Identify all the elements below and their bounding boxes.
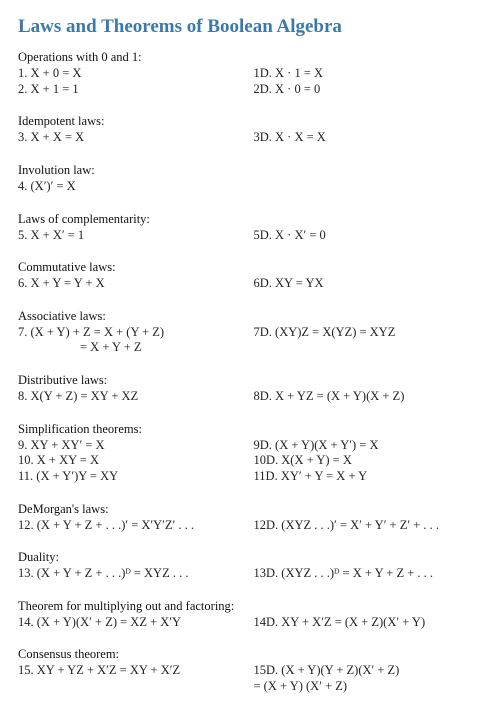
law-left: 5. X + X′ = 1 (18, 228, 254, 244)
law-left: 10. X + XY = X (18, 453, 254, 469)
section-heading: Simplification theorems: (18, 422, 485, 437)
law-left: 2. X + 1 = 1 (18, 82, 254, 98)
law-left: 13. (X + Y + Z + . . .)ᴰ = XYZ . . . (18, 566, 254, 582)
law-left: 9. XY + XY′ = X (18, 438, 254, 454)
law-right (285, 340, 486, 356)
law-right: 15D. (X + Y)(Y + Z)(X′ + Z) (254, 663, 486, 679)
section-heading: Theorem for multiplying out and factorin… (18, 599, 485, 614)
law-left: 4. (X′)′ = X (18, 179, 254, 195)
law-row: 8. X(Y + Z) = XY + XZ8D. X + YZ = (X + Y… (18, 389, 485, 405)
law-left: 6. X + Y = Y + X (18, 276, 254, 292)
page-title: Laws and Theorems of Boolean Algebra (18, 16, 485, 38)
law-left: = X + Y + Z (18, 340, 285, 356)
law-left: 3. X + X = X (18, 130, 254, 146)
section-heading: Idempotent laws: (18, 114, 485, 129)
section-heading: Associative laws: (18, 309, 485, 324)
law-row: 13. (X + Y + Z + . . .)ᴰ = XYZ . . .13D.… (18, 566, 485, 582)
law-left: 1. X + 0 = X (18, 66, 254, 82)
section-heading: Duality: (18, 550, 485, 565)
law-right: 1D. X · 1 = X (254, 66, 486, 82)
law-row: 11. (X + Y′)Y = XY11D. XY′ + Y = X + Y (18, 469, 485, 485)
law-right: 3D. X · X = X (254, 130, 486, 146)
law-row: 5. X + X′ = 15D. X · X′ = 0 (18, 228, 485, 244)
law-right: = (X + Y) (X′ + Z) (254, 679, 486, 695)
law-right: 10D. X(X + Y) = X (254, 453, 486, 469)
section-heading: Operations with 0 and 1: (18, 50, 485, 65)
law-row: 1. X + 0 = X1D. X · 1 = X (18, 66, 485, 82)
law-row: 12. (X + Y + Z + . . .)′ = X′Y′Z′ . . .1… (18, 518, 485, 534)
law-right: 8D. X + YZ = (X + Y)(X + Z) (254, 389, 486, 405)
law-right: 11D. XY′ + Y = X + Y (254, 469, 486, 485)
law-right (254, 179, 486, 195)
law-row: 10. X + XY = X10D. X(X + Y) = X (18, 453, 485, 469)
law-left: 11. (X + Y′)Y = XY (18, 469, 254, 485)
law-row: 14. (X + Y)(X′ + Z) = XZ + X′Y14D. XY + … (18, 615, 485, 631)
section-heading: Laws of complementarity: (18, 212, 485, 227)
law-right: 14D. XY + X′Z = (X + Z)(X′ + Y) (254, 615, 486, 631)
law-left: 12. (X + Y + Z + . . .)′ = X′Y′Z′ . . . (18, 518, 254, 534)
law-row: 4. (X′)′ = X (18, 179, 485, 195)
section-heading: Distributive laws: (18, 373, 485, 388)
law-row: 15. XY + YZ + X′Z = XY + X′Z15D. (X + Y)… (18, 663, 485, 679)
law-row: 7. (X + Y) + Z = X + (Y + Z)7D. (XY)Z = … (18, 325, 485, 341)
law-right: 12D. (XYZ . . .)′ = X′ + Y′ + Z′ + . . . (254, 518, 486, 534)
law-row: = (X + Y) (X′ + Z) (18, 679, 485, 695)
law-right: 2D. X · 0 = 0 (254, 82, 486, 98)
law-right: 7D. (XY)Z = X(YZ) = XYZ (254, 325, 486, 341)
law-row: 9. XY + XY′ = X9D. (X + Y)(X + Y′) = X (18, 438, 485, 454)
section-heading: Commutative laws: (18, 260, 485, 275)
document-page: Laws and Theorems of Boolean Algebra Ope… (0, 0, 503, 719)
law-right: 13D. (XYZ . . .)ᴰ = X + Y + Z + . . . (254, 566, 486, 582)
content-body: Operations with 0 and 1:1. X + 0 = X1D. … (18, 50, 485, 695)
law-left: 14. (X + Y)(X′ + Z) = XZ + X′Y (18, 615, 254, 631)
law-left: 8. X(Y + Z) = XY + XZ (18, 389, 254, 405)
section-heading: Consensus theorem: (18, 647, 485, 662)
law-left (18, 679, 254, 695)
law-right: 5D. X · X′ = 0 (254, 228, 486, 244)
law-row: 3. X + X = X3D. X · X = X (18, 130, 485, 146)
law-right: 9D. (X + Y)(X + Y′) = X (254, 438, 486, 454)
law-right: 6D. XY = YX (254, 276, 486, 292)
law-left: 15. XY + YZ + X′Z = XY + X′Z (18, 663, 254, 679)
law-left: 7. (X + Y) + Z = X + (Y + Z) (18, 325, 254, 341)
law-row: = X + Y + Z (18, 340, 485, 356)
section-heading: DeMorgan's laws: (18, 502, 485, 517)
law-row: 2. X + 1 = 12D. X · 0 = 0 (18, 82, 485, 98)
section-heading: Involution law: (18, 163, 485, 178)
law-row: 6. X + Y = Y + X6D. XY = YX (18, 276, 485, 292)
